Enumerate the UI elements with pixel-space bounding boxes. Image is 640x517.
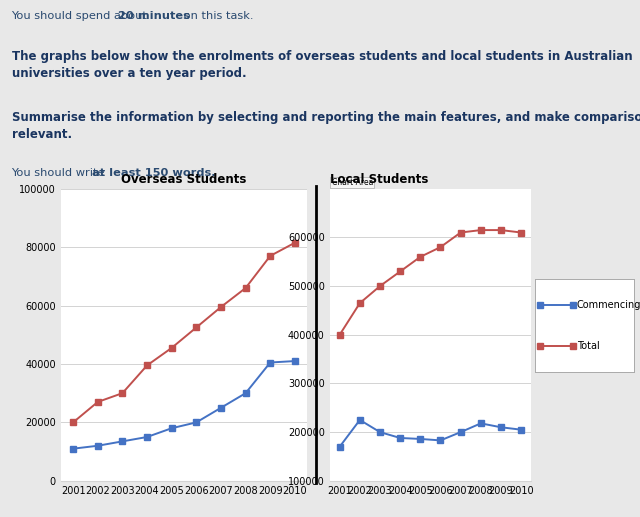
- Text: Commencing: Commencing: [577, 300, 640, 310]
- Text: You should write: You should write: [12, 168, 109, 178]
- Text: at least 150 words.: at least 150 words.: [92, 168, 215, 178]
- Text: Local Students: Local Students: [330, 173, 428, 186]
- Text: on this task.: on this task.: [180, 11, 253, 21]
- Text: Chart Area: Chart Area: [332, 178, 373, 187]
- Text: The graphs below show the enrolments of overseas students and local students in : The graphs below show the enrolments of …: [12, 50, 632, 81]
- Text: Total: Total: [577, 341, 600, 351]
- Title: Overseas Students: Overseas Students: [122, 173, 246, 186]
- Text: 20 minutes: 20 minutes: [118, 11, 190, 21]
- Text: You should spend about: You should spend about: [12, 11, 151, 21]
- Text: Summarise the information by selecting and reporting the main features, and make: Summarise the information by selecting a…: [12, 111, 640, 141]
